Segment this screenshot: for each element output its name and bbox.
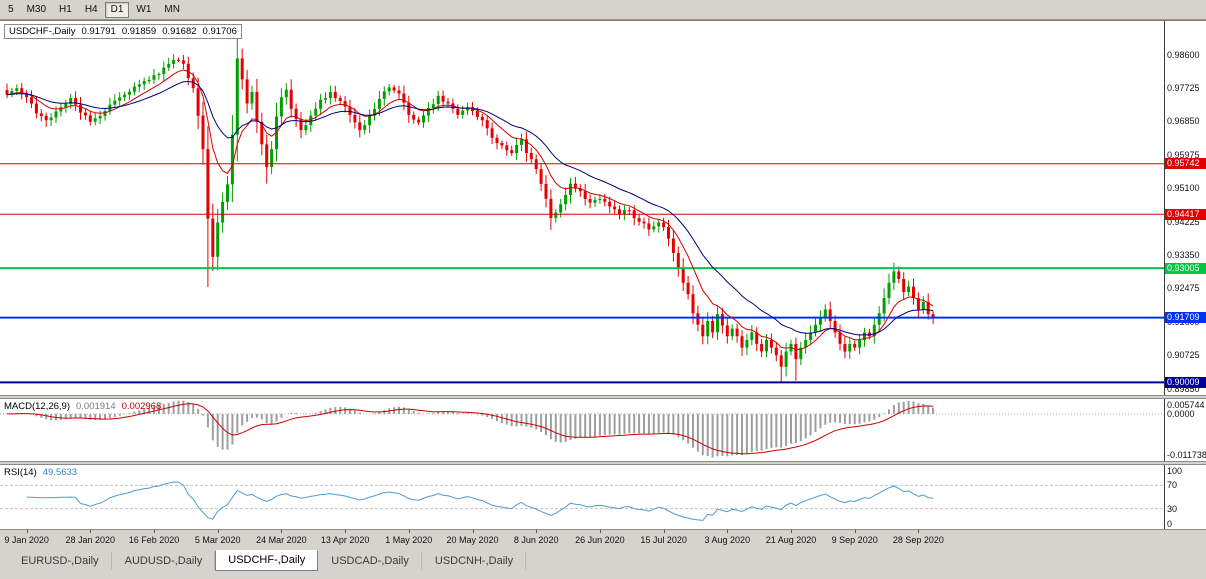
timeframe-button-h1[interactable]: H1 xyxy=(59,4,72,15)
rsi-legend: RSI(14) 49.5633 xyxy=(4,467,77,478)
date-axis-label: 5 Mar 2020 xyxy=(194,535,241,545)
macd-histogram xyxy=(10,400,935,458)
date-axis-tick xyxy=(854,530,856,533)
timeframe-button-w1[interactable]: W1 xyxy=(136,4,152,15)
price-axis: 0.98600 0.97725 0.96850 0.95975 0.95100 0.942… xyxy=(1164,21,1206,529)
date-axis-label: 1 May 2020 xyxy=(385,535,433,545)
macd-axis-label: 0.0000 xyxy=(1167,408,1195,419)
macd-legend: MACD(12,26,9) 0.001914 0.002968 xyxy=(4,401,161,412)
timeframe-toolbar: 5 M30 H1 H4 D1 W1 MN xyxy=(0,0,1206,20)
rsi-line xyxy=(26,481,934,521)
price-line-badge: 0.95742 xyxy=(1165,158,1206,170)
chart-legend: USDCHF-,Daily 0.91791 0.91859 0.91682 0.… xyxy=(4,24,242,39)
rsi-axis-label: 100 xyxy=(1167,466,1183,476)
macd-main-value: 0.001914 xyxy=(76,401,116,412)
plot-column: USDCHF-,Daily 0.91791 0.91859 0.91682 0.… xyxy=(0,21,1164,549)
chart-tab-usdcaddaily[interactable]: USDCAD-,Daily xyxy=(318,551,422,570)
chart-tab-usdchfdaily[interactable]: USDCHF-,Daily xyxy=(215,550,319,571)
legend-open: 0.91791 xyxy=(81,26,116,37)
date-axis-label: 21 Aug 2020 xyxy=(765,535,817,545)
time-axis: 9 Jan 2020 28 Jan 2020 16 Feb 2020 5 Mar 20… xyxy=(0,529,1206,549)
price-axis-label: 0.95100 xyxy=(1167,183,1200,194)
date-axis-tick xyxy=(918,530,920,533)
price-chart-panel[interactable]: USDCHF-,Daily 0.91791 0.91859 0.91682 0.… xyxy=(0,21,1164,395)
timeframe-button-5[interactable]: 5 xyxy=(8,4,14,15)
timeframe-button-h4[interactable]: H4 xyxy=(84,4,98,15)
chart-window: USDCHF-,Daily 0.91791 0.91859 0.91682 0.… xyxy=(0,20,1206,549)
date-axis-tick xyxy=(536,530,538,533)
date-axis-label: 13 Apr 2020 xyxy=(320,535,370,545)
macd-axis-label: -0.011738 xyxy=(1167,450,1206,460)
timeframe-button-mn[interactable]: MN xyxy=(164,4,180,15)
date-axis-tick xyxy=(217,530,219,533)
candles-layer xyxy=(5,32,935,382)
date-axis-tick xyxy=(472,530,474,533)
rsi-axis-label: 30 xyxy=(1167,503,1178,514)
date-axis-label: 3 Aug 2020 xyxy=(704,535,751,545)
date-axis-tick xyxy=(90,530,92,533)
legend-high: 0.91859 xyxy=(121,26,157,37)
date-axis-label: 16 Feb 2020 xyxy=(128,535,180,545)
timeframe-button-m30[interactable]: M30 xyxy=(26,4,47,15)
date-axis-label: 28 Jan 2020 xyxy=(65,535,116,545)
date-axis-tick xyxy=(281,530,283,533)
date-axis-label: 20 May 2020 xyxy=(446,535,499,545)
macd-signal-value: 0.002968 xyxy=(121,401,162,412)
date-axis-label: 15 Jul 2020 xyxy=(640,535,687,545)
price-line-badge: 0.91709 xyxy=(1165,312,1206,324)
date-axis-tick xyxy=(408,530,410,533)
price-axis-label: 0.96850 xyxy=(1167,116,1200,127)
timeframe-button-d1[interactable]: D1 xyxy=(104,1,130,18)
rsi-axis-label: 0 xyxy=(1167,519,1173,529)
price-axis-label: 0.97725 xyxy=(1167,83,1200,93)
rsi-label: RSI(14) xyxy=(4,467,37,478)
date-axis-tick xyxy=(599,530,601,533)
price-plot[interactable] xyxy=(0,21,1164,395)
date-axis-tick xyxy=(791,530,792,533)
rsi-panel[interactable]: RSI(14) 49.5633 xyxy=(0,465,1164,529)
legend-close: 0.91706 xyxy=(202,26,237,37)
price-line-badge: 0.90009 xyxy=(1165,376,1206,388)
ma-slow-line xyxy=(6,80,934,336)
price-axis-label: 0.89850 xyxy=(1167,383,1200,394)
macd-panel[interactable]: MACD(12,26,9) 0.001914 0.002968 xyxy=(0,399,1164,461)
ma-fast-line xyxy=(6,69,934,351)
panel-separator[interactable] xyxy=(0,461,1206,465)
date-axis-label: 9 Sep 2020 xyxy=(831,535,878,545)
legend-low: 0.91682 xyxy=(162,26,197,37)
date-axis-label: 8 Jun 2020 xyxy=(513,535,559,545)
chart-tab-audusddaily[interactable]: AUDUSD-,Daily xyxy=(112,551,216,570)
macd-axis-label: 0.005744 xyxy=(1167,400,1205,410)
price-line-badge: 0.94417 xyxy=(1165,208,1206,220)
date-axis-tick xyxy=(727,530,729,533)
price-axis-label: 0.94225 xyxy=(1167,216,1200,227)
price-axis-label: 0.95975 xyxy=(1167,149,1200,160)
date-axis-label: 24 Mar 2020 xyxy=(256,535,307,545)
rsi-plot[interactable] xyxy=(0,465,1164,529)
chart-tab-bar: EURUSD-,Daily AUDUSD-,Daily USDCHF-,Daily U… xyxy=(0,548,1206,579)
price-axis-label: 0.98600 xyxy=(1167,49,1200,60)
panel-separator[interactable] xyxy=(0,395,1206,399)
rsi-axis-label: 70 xyxy=(1167,480,1178,491)
macd-signal-line xyxy=(7,403,934,455)
date-axis-label: 9 Jan 2020 xyxy=(4,535,49,545)
price-axis-label: 0.93350 xyxy=(1167,249,1200,260)
date-axis-tick xyxy=(663,530,665,533)
legend-symbol: USDCHF-,Daily xyxy=(9,26,76,37)
chart-tab-usdcnhdaily[interactable]: USDCNH-,Daily xyxy=(422,551,527,570)
date-axis-tick xyxy=(154,530,155,533)
macd-plot[interactable] xyxy=(0,399,1164,461)
date-axis-label: 28 Sep 2020 xyxy=(892,535,944,545)
date-axis-tick xyxy=(345,530,347,533)
chart-tab-eurusddaily[interactable]: EURUSD-,Daily xyxy=(8,551,112,570)
date-axis-label: 26 Jun 2020 xyxy=(575,535,625,545)
date-axis-tick xyxy=(26,530,28,533)
price-axis-label: 0.90725 xyxy=(1167,350,1200,361)
price-line-badge: 0.93005 xyxy=(1165,262,1206,274)
macd-label: MACD(12,26,9) xyxy=(4,401,70,412)
price-axis-label: 0.92475 xyxy=(1167,283,1200,294)
rsi-value: 49.5633 xyxy=(42,467,78,478)
